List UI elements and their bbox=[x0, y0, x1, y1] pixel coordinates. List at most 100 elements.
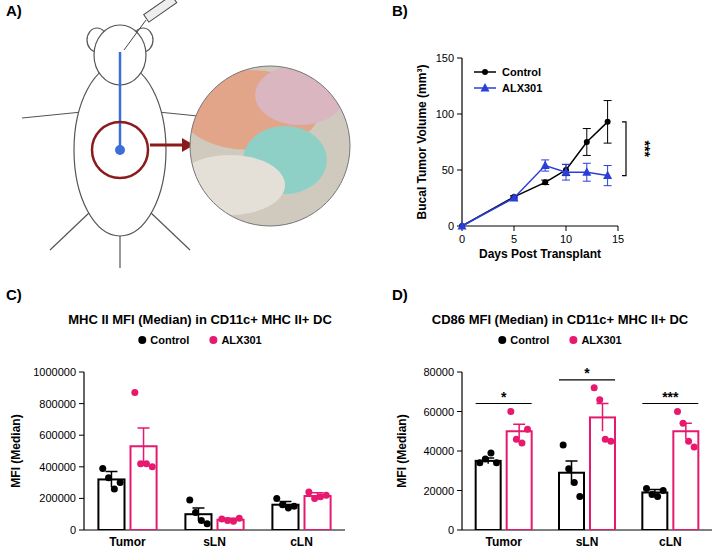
legend-label: Control bbox=[150, 334, 189, 346]
data-point bbox=[493, 459, 500, 466]
error-bar bbox=[541, 180, 549, 184]
mouse-tail bbox=[119, 234, 120, 268]
data-point bbox=[660, 487, 667, 494]
panel-label: C) bbox=[6, 286, 22, 303]
significance-label: * bbox=[501, 389, 507, 405]
x-tick bbox=[566, 226, 567, 231]
x-tick bbox=[618, 226, 619, 231]
panel-label: A) bbox=[6, 2, 22, 19]
y-tick-label: 50 bbox=[442, 164, 454, 176]
significance-label: * bbox=[584, 365, 590, 381]
point bbox=[542, 179, 548, 185]
data-point bbox=[149, 463, 156, 470]
error-bar bbox=[604, 101, 612, 144]
error-bar bbox=[541, 160, 549, 171]
data-point bbox=[305, 489, 312, 496]
mouse-leg bbox=[50, 212, 90, 250]
y-tick-label: 0 bbox=[70, 524, 76, 536]
error-bar bbox=[138, 428, 150, 464]
y-tick-label: 40000 bbox=[423, 445, 454, 457]
y-tick bbox=[79, 403, 84, 404]
data-point bbox=[291, 503, 298, 510]
data-point bbox=[596, 396, 603, 403]
y-tick-label: 0 bbox=[448, 524, 454, 536]
legend-label: ALX301 bbox=[221, 334, 261, 346]
x-tick-label: 0 bbox=[459, 233, 465, 245]
line-chart: B)050100150051015Days Post TransplantBuc… bbox=[392, 2, 653, 261]
panel-label: D) bbox=[392, 286, 408, 303]
arrow bbox=[150, 144, 184, 147]
legend: Control ALX301 bbox=[138, 334, 261, 346]
legend-marker bbox=[569, 336, 577, 344]
bar bbox=[507, 431, 532, 530]
bar bbox=[559, 473, 584, 530]
bar bbox=[476, 461, 501, 530]
x-tick-label: sLN bbox=[576, 535, 599, 549]
data-point bbox=[204, 520, 211, 527]
x-tick-label: 10 bbox=[560, 233, 572, 245]
panel-label: B) bbox=[392, 2, 408, 19]
y-tick bbox=[79, 530, 84, 531]
y-axis-title: MFI (Median) bbox=[9, 414, 23, 487]
x-tick-label: Tumor bbox=[485, 535, 522, 549]
data-point bbox=[507, 408, 514, 415]
y-axis-title: MFI (Median) bbox=[395, 414, 409, 487]
bar bbox=[673, 431, 698, 530]
significance-bracket bbox=[622, 122, 626, 176]
chart-title: MHC II MFI (Median) in CD11c+ MHC II+ DC bbox=[68, 312, 332, 327]
syringe bbox=[144, 0, 177, 22]
legend-marker bbox=[481, 83, 490, 92]
injection-site bbox=[115, 145, 125, 155]
plot-area bbox=[476, 384, 699, 530]
legend-marker bbox=[498, 336, 506, 344]
data-point bbox=[105, 474, 112, 481]
legend-marker bbox=[482, 69, 488, 75]
data-point bbox=[99, 465, 106, 472]
significance-label: *** bbox=[637, 141, 653, 158]
y-tick bbox=[457, 170, 462, 171]
data-point bbox=[685, 438, 692, 445]
data-point bbox=[236, 515, 243, 522]
x-axis-title: Days Post Transplant bbox=[479, 247, 601, 261]
series-line bbox=[462, 122, 608, 226]
point bbox=[584, 139, 590, 145]
bar bbox=[590, 417, 615, 530]
y-tick-label: 600000 bbox=[39, 429, 76, 441]
data-point bbox=[576, 493, 583, 500]
data-point bbox=[565, 465, 572, 472]
y-axis-title: Bucal Tumor Volume (mm³) bbox=[415, 65, 429, 220]
legend-label: Control bbox=[502, 66, 541, 78]
x-tick-label: sLN bbox=[203, 535, 226, 549]
legend-label: Control bbox=[510, 334, 549, 346]
bar bbox=[642, 492, 667, 530]
data-point bbox=[674, 408, 681, 415]
legend: ControlALX301 bbox=[498, 334, 621, 346]
y-tick-label: 150 bbox=[436, 52, 454, 64]
y-axis bbox=[461, 58, 462, 226]
data-point bbox=[192, 509, 199, 516]
y-axis bbox=[83, 372, 84, 530]
x-tick-label: 5 bbox=[511, 233, 517, 245]
error-bar bbox=[583, 129, 591, 156]
mouse-leg bbox=[150, 212, 190, 250]
series-line bbox=[462, 166, 608, 226]
photo-frame bbox=[190, 66, 350, 226]
data-point bbox=[643, 485, 650, 492]
error-bar bbox=[105, 472, 117, 488]
injection-path bbox=[119, 52, 122, 150]
data-point bbox=[654, 493, 661, 500]
legend-label: ALX301 bbox=[502, 82, 542, 94]
y-tick bbox=[457, 58, 462, 59]
point bbox=[510, 193, 519, 202]
y-tick-label: 0 bbox=[448, 220, 454, 232]
y-tick bbox=[457, 490, 462, 491]
chart-title: CD86 MFI (Median) in CD11c+ MHC II+ DC bbox=[432, 312, 689, 327]
mouse-arm bbox=[22, 112, 82, 118]
y-tick-label: 100 bbox=[436, 108, 454, 120]
y-tick bbox=[79, 498, 84, 499]
data-point bbox=[560, 442, 567, 449]
y-tick bbox=[457, 530, 462, 531]
significance-label: *** bbox=[662, 389, 679, 405]
photo bbox=[175, 65, 350, 226]
legend: Control ALX301 bbox=[474, 66, 542, 94]
